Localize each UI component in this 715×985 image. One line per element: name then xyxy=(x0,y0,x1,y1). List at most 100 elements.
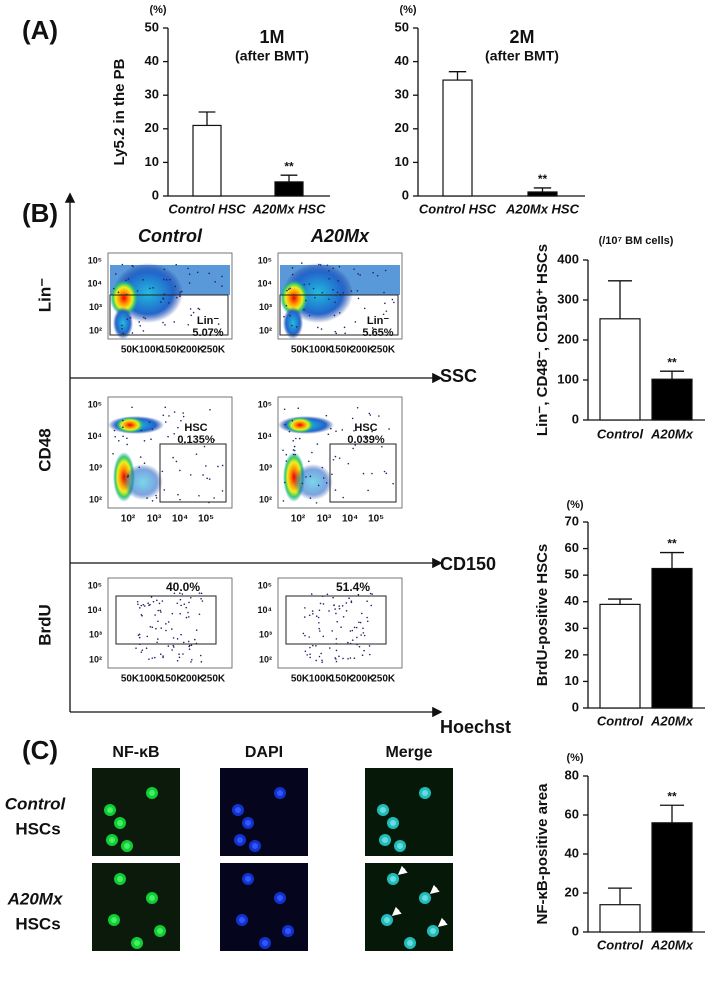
gate xyxy=(115,595,217,645)
event-dot xyxy=(146,497,148,499)
event-dot xyxy=(319,630,321,632)
event-dot xyxy=(340,626,342,628)
event-dot xyxy=(334,608,336,610)
flow-y-tick-label: 10⁴ xyxy=(258,605,272,615)
event-dot xyxy=(176,659,179,662)
chart-subtitle: (after BMT) xyxy=(235,48,309,64)
event-dot xyxy=(196,271,199,274)
significance: ** xyxy=(667,355,677,369)
event-dot xyxy=(139,456,142,458)
cell-core xyxy=(252,843,258,849)
micro-row-name: A20Mx xyxy=(7,889,64,908)
x-tick-label: A20Mx HSC xyxy=(252,201,327,216)
event-dot xyxy=(187,267,189,270)
event-dot xyxy=(138,321,141,323)
event-dot xyxy=(143,605,146,607)
event-dot xyxy=(318,655,321,658)
event-dot xyxy=(176,638,179,640)
event-dot xyxy=(221,275,223,278)
cell-core xyxy=(109,837,115,843)
event-dot xyxy=(363,634,366,637)
y-tick-label: 100 xyxy=(557,371,579,386)
event-dot xyxy=(194,638,196,641)
event-dot xyxy=(140,613,143,616)
event-dot xyxy=(353,657,356,660)
event-dot xyxy=(139,324,142,327)
event-dot xyxy=(148,421,151,424)
event-dot xyxy=(162,655,164,657)
event-dot xyxy=(349,630,352,632)
y-tick-label: 20 xyxy=(145,120,159,135)
event-dot xyxy=(155,627,157,630)
event-dot xyxy=(298,437,301,440)
gate-value: 5.65% xyxy=(362,327,393,339)
event-dot xyxy=(315,659,317,662)
event-dot xyxy=(366,600,368,603)
event-dot xyxy=(187,323,190,326)
gate-label: HSC xyxy=(354,422,377,434)
y-axis-label: Ly5.2 in the PB xyxy=(111,58,128,165)
event-dot xyxy=(354,321,357,323)
significance: ** xyxy=(284,159,294,173)
event-dot xyxy=(137,603,139,606)
event-dot xyxy=(122,426,124,429)
pointer-arrow xyxy=(429,884,440,894)
density xyxy=(283,307,303,339)
event-dot xyxy=(341,429,344,431)
micro-row-suffix: HSCs xyxy=(15,914,60,933)
event-dot xyxy=(189,308,192,310)
event-dot xyxy=(315,615,318,618)
event-dot xyxy=(343,326,346,329)
bar xyxy=(651,567,693,709)
y-axis-label: BrdU-positive HSCs xyxy=(534,544,551,687)
event-dot xyxy=(342,496,345,499)
gate-label: HSC xyxy=(184,422,207,434)
event-dot xyxy=(161,470,164,473)
event-dot xyxy=(164,406,167,409)
significance: ** xyxy=(667,537,677,551)
event-dot xyxy=(358,645,361,648)
event-dot xyxy=(206,477,208,480)
flow-x-tick-label: 250K xyxy=(371,674,396,685)
event-dot xyxy=(217,465,219,468)
gate xyxy=(109,294,229,336)
event-dot xyxy=(157,638,159,640)
event-dot xyxy=(157,609,160,612)
bar xyxy=(599,603,641,709)
flow-y-tick-label: 10⁵ xyxy=(258,580,272,590)
event-dot xyxy=(309,656,311,659)
event-dot xyxy=(154,614,156,616)
event-dot xyxy=(393,301,395,304)
flow-plot-frame xyxy=(277,577,403,669)
event-dot xyxy=(155,494,157,497)
cell-core xyxy=(245,876,251,882)
y-tick-label: 20 xyxy=(565,646,579,661)
event-dot xyxy=(344,332,346,335)
y-tick-label: 0 xyxy=(572,699,579,714)
event-dot xyxy=(357,593,360,596)
event-dot xyxy=(188,648,191,650)
event-dot xyxy=(205,465,207,467)
event-dot xyxy=(209,408,211,411)
density xyxy=(286,417,314,433)
x-tick-label: A20Mx xyxy=(650,713,694,728)
y-tick-label: 300 xyxy=(557,291,579,306)
gate xyxy=(279,294,399,336)
event-dot xyxy=(353,626,356,629)
event-dot xyxy=(174,285,177,288)
cell-core xyxy=(397,843,403,849)
flow-y-tick-label: 10³ xyxy=(89,302,102,312)
panel-label: (B) xyxy=(22,198,58,228)
event-dot xyxy=(381,445,383,448)
event-dot xyxy=(311,644,314,647)
y-axis-label: NF-κB-positive area xyxy=(534,783,551,925)
event-dot xyxy=(382,313,385,316)
event-dot xyxy=(162,656,164,659)
event-dot xyxy=(180,419,182,422)
event-dot xyxy=(360,634,362,636)
event-dot xyxy=(310,593,313,595)
event-dot xyxy=(165,629,167,632)
event-dot xyxy=(138,607,141,609)
flow-x-tick-label: 50K xyxy=(121,674,140,685)
event-dot xyxy=(178,653,180,655)
